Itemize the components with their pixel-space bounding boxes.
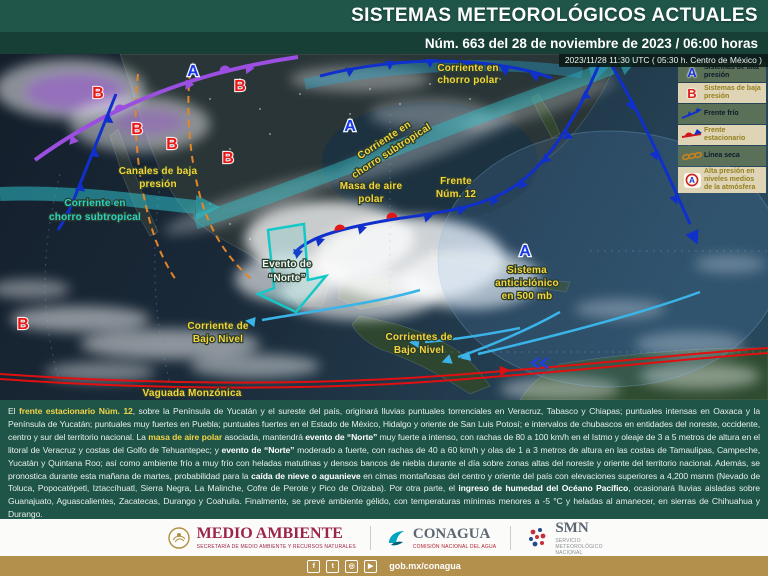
legend-cold-front: Frente frío — [678, 104, 766, 124]
forecast-segment: muy fuerte a intenso, con rachas de 80 a… — [8, 431, 760, 455]
svg-text:polar: polar — [358, 194, 383, 205]
gobmx-url[interactable]: gob.mx/conagua — [389, 561, 461, 571]
map-legend: A Sistemas de alta presión B Sistemas de… — [678, 62, 766, 194]
legend-high-pressure: A Sistemas de alta presión — [678, 62, 766, 82]
forecast-segment: evento de “Norte” — [221, 444, 295, 455]
dry-lines — [134, 71, 253, 281]
forecast-segment: El — [8, 406, 19, 416]
label-subtropical-jet-left: Corriente en — [64, 198, 125, 209]
label-polar-jet: Corriente en — [437, 63, 498, 74]
atlantic-cold-front — [610, 65, 699, 245]
jet-streams — [0, 52, 641, 230]
facebook-icon[interactable]: f — [307, 559, 321, 573]
svg-text:Bajo Nivel: Bajo Nivel — [394, 345, 444, 356]
footer-logos: MEDIO AMBIENTE SECRETARÍA DE MEDIO AMBIE… — [0, 519, 768, 556]
forecast-text: El frente estacionario Núm. 12, sobre la… — [0, 400, 768, 519]
page-title: SISTEMAS METEOROLÓGICOS ACTUALES — [351, 5, 758, 26]
forecast-segment: , ocasionará lluvias aisladas sobre Guan… — [8, 483, 760, 520]
svg-text:Núm. 12: Núm. 12 — [436, 189, 477, 200]
label-monsoon-trough: Vaguada Monzónica — [143, 388, 242, 399]
stationary-front-icon — [680, 129, 704, 141]
label-front-number: Frente — [440, 176, 472, 187]
header-subtitle-bar: Núm. 663 del 28 de noviembre de 2023 / 0… — [0, 32, 768, 54]
medio-ambiente-crest-icon — [167, 526, 190, 549]
conagua-water-icon — [388, 530, 404, 545]
svg-text:chorro polar: chorro polar — [437, 75, 498, 86]
low-pressure-symbol: B — [131, 121, 143, 138]
cloud-cover — [0, 59, 765, 401]
svg-text:anticiclónico: anticiclónico — [495, 278, 559, 289]
label-low-level-current-left: Corriente de — [187, 321, 249, 332]
occluded-front — [33, 55, 299, 162]
smn-logo: SMN SERVICIO METEOROLÓGICO NACIONAL — [525, 520, 602, 556]
high-pressure-icon: A — [687, 64, 697, 80]
label-low-pressure-channels: Canales de baja — [119, 166, 198, 177]
low-pressure-symbol: B — [234, 78, 246, 95]
norte-event-arrow — [254, 222, 330, 314]
pacific-cold-front — [56, 93, 118, 231]
bulletin-number: Núm. 663 del 28 de noviembre de 2023 / 0… — [424, 35, 758, 51]
mid-level-high-icon: A — [680, 172, 704, 188]
low-pressure-symbol: B — [92, 85, 104, 102]
low-pressure-icon: B — [687, 85, 697, 101]
cold-front-icon — [680, 108, 704, 120]
svg-text:presión: presión — [139, 179, 177, 190]
wind-chevrons — [529, 356, 549, 370]
svg-text:chorro subtropical: chorro subtropical — [49, 212, 141, 223]
forecast-segment: ingreso de humedad del Océano Pacífico — [458, 483, 629, 494]
forecast-segment: moderado a fuerte, con rachas de 40 a 60… — [8, 444, 760, 481]
conagua-logo: CONAGUA COMISIÓN NACIONAL DEL AGUA — [385, 526, 496, 550]
label-polar-air-mass: Masa de aire — [340, 181, 403, 192]
low-level-currents — [245, 288, 701, 364]
forecast-segment: caída de nieve o aguanieve — [251, 470, 361, 481]
weather-map-graphics: Corriente en chorro polar Corriente en c… — [0, 52, 768, 401]
forecast-segment: masa de aire polar — [148, 431, 223, 442]
twitter-icon[interactable]: t — [326, 559, 340, 573]
legend-dry-line: Línea seca — [678, 146, 766, 166]
legend-low-pressure: B Sistemas de baja presión — [678, 83, 766, 103]
legend-mid-level-high: A Alta presión en niveles medios de la a… — [678, 167, 766, 193]
anticyclone-region — [437, 130, 768, 388]
forecast-segment: asociada, mantendrá — [222, 431, 306, 442]
forecast-segment: evento de “Norte” — [305, 431, 378, 442]
high-pressure-symbol: A — [187, 63, 199, 80]
youtube-icon[interactable]: ▶ — [364, 559, 378, 573]
low-pressure-symbol: B — [166, 136, 178, 153]
medio-ambiente-logo: MEDIO AMBIENTE SECRETARÍA DE MEDIO AMBIE… — [167, 525, 356, 550]
label-low-level-current-right: Corrientes de — [385, 332, 452, 343]
svg-text:Bajo Nivel: Bajo Nivel — [193, 334, 243, 345]
utc-timestamp: 2023/11/28 11:30 UTC ( 05:30 h. Centro d… — [558, 54, 768, 67]
pressure-symbols: A A A B B B B B B — [16, 62, 532, 334]
low-pressure-symbol: B — [17, 316, 29, 333]
legend-stationary-front: Frente estacionario — [678, 125, 766, 145]
footer-divider — [369, 525, 371, 550]
svg-text:“Norte”: “Norte” — [268, 273, 306, 284]
header-bar: SISTEMAS METEOROLÓGICOS ACTUALES — [0, 0, 768, 32]
satellite-map: 2023/11/28 11:30 UTC ( 05:30 h. Centro d… — [0, 52, 768, 401]
footer-divider — [510, 525, 512, 550]
footer-social-bar: f t ◎ ▶ gob.mx/conagua — [0, 556, 768, 576]
forecast-segment: en cimas montañosas del centro y oriente… — [8, 470, 760, 494]
forecast-segment: frente estacionario Núm. 12 — [18, 406, 133, 416]
polar-front — [319, 59, 553, 83]
monsoon-trough — [0, 347, 768, 389]
svg-text:A: A — [689, 176, 695, 185]
high-pressure-symbol: A — [344, 118, 356, 135]
front-num-12 — [291, 61, 602, 260]
label-anticyclone: Sistema — [507, 265, 547, 276]
label-norte-event: Evento de — [262, 259, 312, 270]
svg-text:en 500 mb: en 500 mb — [502, 291, 553, 302]
high-pressure-symbol: A — [519, 243, 531, 260]
forecast-segment: , sobre la Península de Yucatán y el sur… — [8, 406, 761, 442]
low-pressure-symbol: B — [222, 150, 234, 167]
dry-line-icon — [680, 151, 704, 161]
smn-glyph-icon — [529, 527, 546, 546]
instagram-icon[interactable]: ◎ — [345, 559, 359, 573]
